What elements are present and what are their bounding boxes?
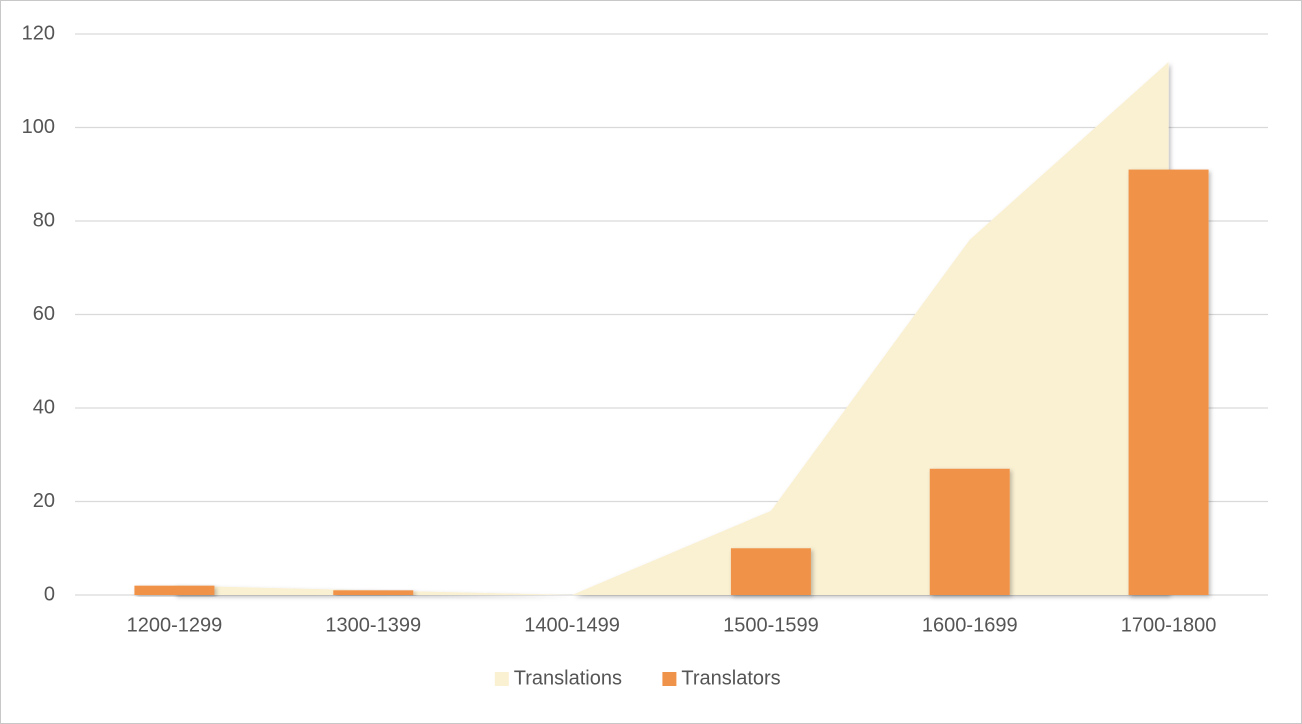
legend-swatch xyxy=(494,672,509,686)
x-tick-label: 1500-1599 xyxy=(723,614,819,636)
y-tick-label: 80 xyxy=(33,209,55,231)
legend-label: Translations xyxy=(514,667,622,689)
y-tick-label: 120 xyxy=(22,22,55,44)
y-tick-label: 0 xyxy=(44,583,55,605)
x-tick-label: 1400-1499 xyxy=(524,614,620,636)
y-tick-label: 100 xyxy=(22,116,55,138)
bar xyxy=(1128,169,1209,595)
bar xyxy=(333,590,414,595)
y-tick-label: 40 xyxy=(33,396,55,418)
bar xyxy=(134,585,215,595)
x-tick-label: 1700-1800 xyxy=(1121,614,1217,636)
x-tick-label: 1300-1399 xyxy=(325,614,421,636)
y-tick-label: 20 xyxy=(33,490,55,512)
area xyxy=(174,62,1169,596)
legend-label: Translators xyxy=(681,667,780,689)
x-tick-label: 1200-1299 xyxy=(127,614,223,636)
legend-swatch xyxy=(662,672,677,686)
bar xyxy=(730,548,811,595)
bar xyxy=(929,468,1010,595)
x-tick-label: 1600-1699 xyxy=(922,614,1018,636)
y-tick-label: 60 xyxy=(33,303,55,325)
